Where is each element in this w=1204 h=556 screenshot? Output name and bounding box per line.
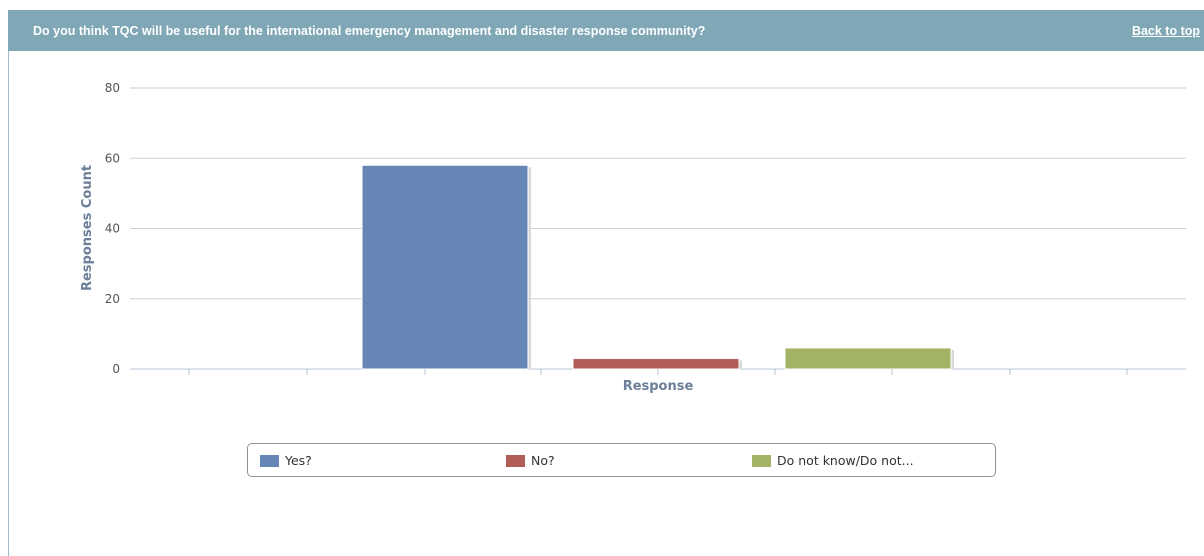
bar-no[interactable] (572, 357, 740, 370)
legend-label-do-not-know: Do not know/Do not... (777, 453, 914, 468)
y-axis-title: Responses Count (80, 165, 95, 291)
y-tick-label-80: 80 (105, 81, 120, 95)
legend-item-do-not-know[interactable]: Do not know/Do not... (752, 453, 914, 468)
bar-chart: 0 20 40 60 80 Responses Count Response (80, 81, 1186, 394)
panel-left-border (8, 51, 9, 556)
legend-swatch-no (506, 454, 525, 467)
chart-legend: Yes? No? Do not know/Do not... (247, 443, 996, 477)
question-title: Do you think TQC will be useful for the … (33, 24, 706, 38)
legend-swatch-do-not-know (752, 454, 771, 467)
y-tick-label-60: 60 (105, 151, 120, 165)
question-header: Do you think TQC will be useful for the … (8, 10, 1204, 51)
legend-item-no[interactable]: No? (506, 453, 555, 468)
bar-yes[interactable] (361, 164, 529, 370)
legend-label-yes: Yes? (285, 453, 312, 468)
legend-swatch-yes (260, 454, 279, 467)
legend-label-no: No? (531, 453, 555, 468)
x-axis-title: Response (623, 379, 694, 394)
y-tick-label-40: 40 (105, 222, 120, 236)
legend-item-yes[interactable]: Yes? (260, 453, 312, 468)
y-tick-label-20: 20 (105, 292, 120, 306)
bar-do-not-know-do-not[interactable] (784, 347, 952, 370)
back-to-top-link[interactable]: Back to top (1131, 24, 1200, 38)
y-tick-label-0: 0 (112, 362, 120, 376)
